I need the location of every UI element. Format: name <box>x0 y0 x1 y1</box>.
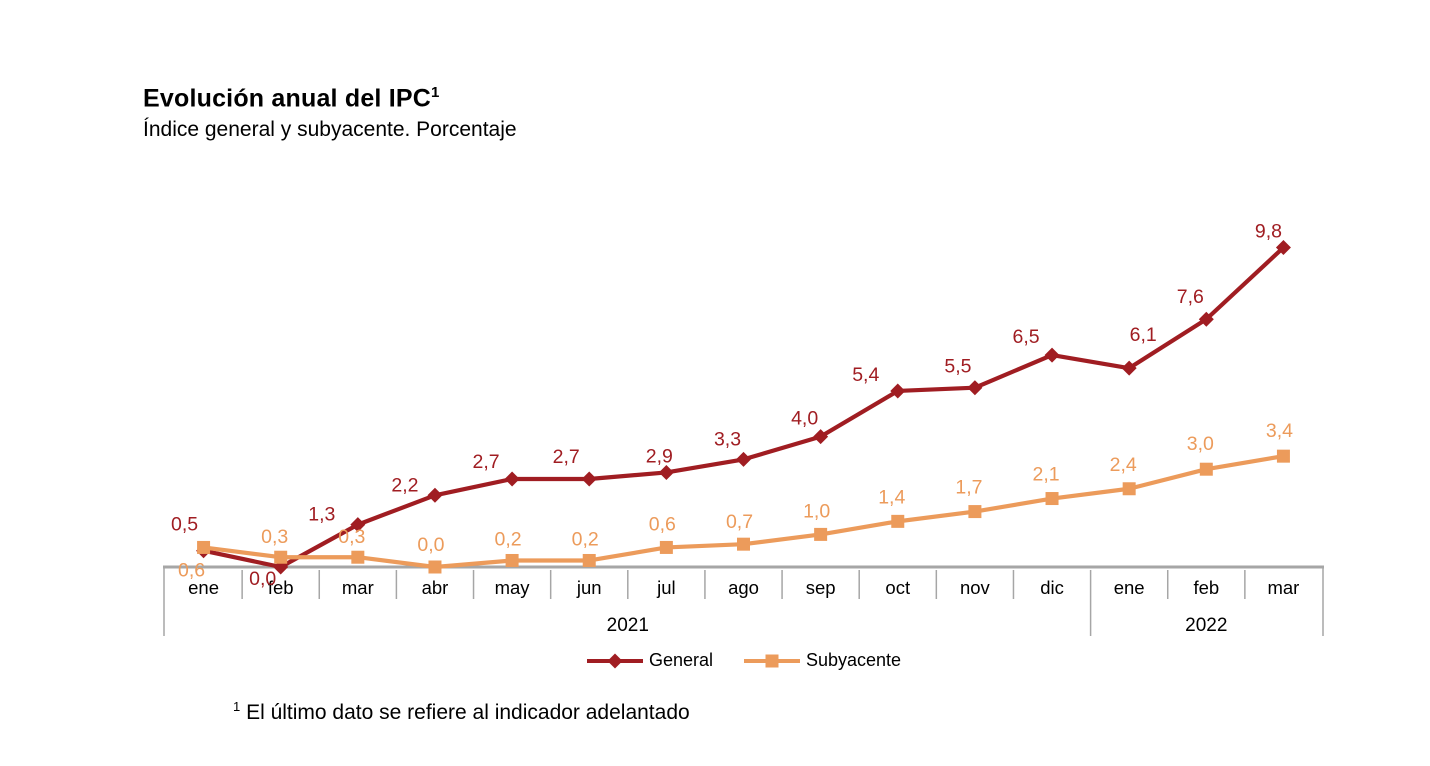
footnote-text: El último dato se refiere al indicador a… <box>246 701 690 724</box>
data-point-diamond <box>736 451 751 467</box>
legend-label-subyacente: Subyacente <box>805 650 902 670</box>
data-point-square <box>351 550 365 564</box>
value-label: 1,0 <box>803 500 830 522</box>
month-label: mar <box>1267 577 1299 598</box>
data-point-square <box>968 505 982 519</box>
value-label: 3,4 <box>1266 420 1293 442</box>
value-label: 2,2 <box>391 474 418 496</box>
data-point-diamond <box>890 383 906 399</box>
value-label: 0,6 <box>649 513 676 535</box>
value-label: 0,0 <box>417 534 444 556</box>
subyacente-series-marker-icon <box>743 654 800 667</box>
data-point-diamond <box>1121 360 1137 376</box>
chart-title-text: Evolución anual del IPC <box>143 84 431 113</box>
month-label: ago <box>728 577 759 598</box>
data-point-diamond <box>1044 347 1060 363</box>
series-general: 0,5 0,0 1,3 2,2 2,7 2,7 2,9 3,3 4,0 5,4 5,5 6,5 6,1 7… <box>171 221 1291 590</box>
data-point-square <box>765 654 779 667</box>
value-label: 2,7 <box>553 446 580 468</box>
chart-title: Evolución anual del IPC1 <box>143 84 440 113</box>
chart-subtitle: Índice general y subyacente. Porcentaje <box>143 118 517 141</box>
x-axis <box>163 565 1324 636</box>
data-point-square <box>814 527 828 541</box>
month-labels: ene feb mar abr may jun jul ago sep oct nov dic ene f… <box>188 577 1299 598</box>
month-label: abr <box>422 577 449 598</box>
data-point-diamond <box>581 471 597 487</box>
chart-footnote: 1 El último dato se refiere al indicador… <box>233 699 690 725</box>
data-point-diamond <box>967 380 983 396</box>
month-label: may <box>495 577 531 598</box>
value-label: 3,0 <box>1187 433 1214 455</box>
data-point-square <box>1122 482 1136 496</box>
legend-label-general: General <box>648 650 713 670</box>
value-label: 5,4 <box>852 364 879 386</box>
month-label: ene <box>1114 577 1145 598</box>
value-label: 0,5 <box>171 514 198 536</box>
value-label: 0,3 <box>261 526 288 548</box>
value-label: 6,1 <box>1130 324 1157 346</box>
data-point-square <box>1045 492 1059 506</box>
value-label: 0,0 <box>249 568 276 590</box>
value-label: 1,4 <box>878 486 905 508</box>
month-label: ene <box>188 577 219 598</box>
data-point-square <box>737 537 750 551</box>
data-point-diamond <box>1275 240 1291 256</box>
data-point-square <box>274 550 288 564</box>
series-subyacente: 0,6 0,3 0,3 0,0 0,2 0,2 0,6 0,7 1,0 1,4 1,7 2,1 2,4 3… <box>178 420 1293 581</box>
value-label: 0,7 <box>726 511 753 533</box>
data-point-diamond <box>1198 311 1214 327</box>
data-point-square <box>428 560 442 574</box>
month-label: jun <box>576 577 602 598</box>
value-label: 2,9 <box>646 445 673 467</box>
value-label: 1,3 <box>308 504 335 526</box>
title-footnote-ref: 1 <box>431 84 440 101</box>
value-label: 0,3 <box>338 526 365 548</box>
data-point-square <box>197 540 211 554</box>
value-label: 5,5 <box>944 356 971 378</box>
month-label: feb <box>268 577 294 598</box>
data-point-diamond <box>658 464 674 480</box>
data-point-square <box>1199 462 1213 476</box>
value-label: 6,5 <box>1012 326 1039 348</box>
data-point-square <box>659 540 673 554</box>
value-label: 2,1 <box>1032 464 1059 486</box>
year-label: 2022 <box>1185 615 1227 636</box>
value-label: 9,8 <box>1255 221 1282 243</box>
value-label: 0,2 <box>495 528 522 550</box>
value-label: 0,6 <box>178 559 205 581</box>
chart-legend: General Subyacente <box>165 650 1322 671</box>
data-point-diamond <box>813 429 829 445</box>
data-point-square <box>1276 449 1290 463</box>
legend-item-general: General <box>586 650 713 671</box>
legend-item-subyacente: Subyacente <box>743 650 901 671</box>
year-labels: 2021 2022 <box>607 615 1228 636</box>
general-series-marker-icon <box>586 653 643 668</box>
data-point-diamond <box>504 471 520 487</box>
value-label: 4,0 <box>791 408 818 430</box>
footnote-ref: 1 <box>233 699 241 714</box>
month-label: feb <box>1193 577 1219 598</box>
value-label: 1,7 <box>955 477 982 499</box>
month-label: nov <box>960 577 991 598</box>
value-label: 2,7 <box>473 451 500 473</box>
data-point-square <box>505 553 519 567</box>
data-point-square <box>891 514 905 528</box>
data-point-diamond <box>427 487 443 503</box>
data-point-diamond <box>607 653 623 668</box>
value-label: 2,4 <box>1110 454 1137 476</box>
month-label: mar <box>342 577 374 598</box>
value-label: 7,6 <box>1177 286 1204 308</box>
data-point-square <box>582 553 596 567</box>
value-label: 3,3 <box>714 428 741 450</box>
month-label: jul <box>656 577 676 598</box>
value-label: 0,2 <box>572 528 599 550</box>
month-label: dic <box>1040 577 1064 598</box>
data-point-diamond <box>350 517 366 533</box>
year-label: 2021 <box>607 615 649 636</box>
month-label: sep <box>806 577 836 598</box>
month-label: oct <box>885 577 910 598</box>
